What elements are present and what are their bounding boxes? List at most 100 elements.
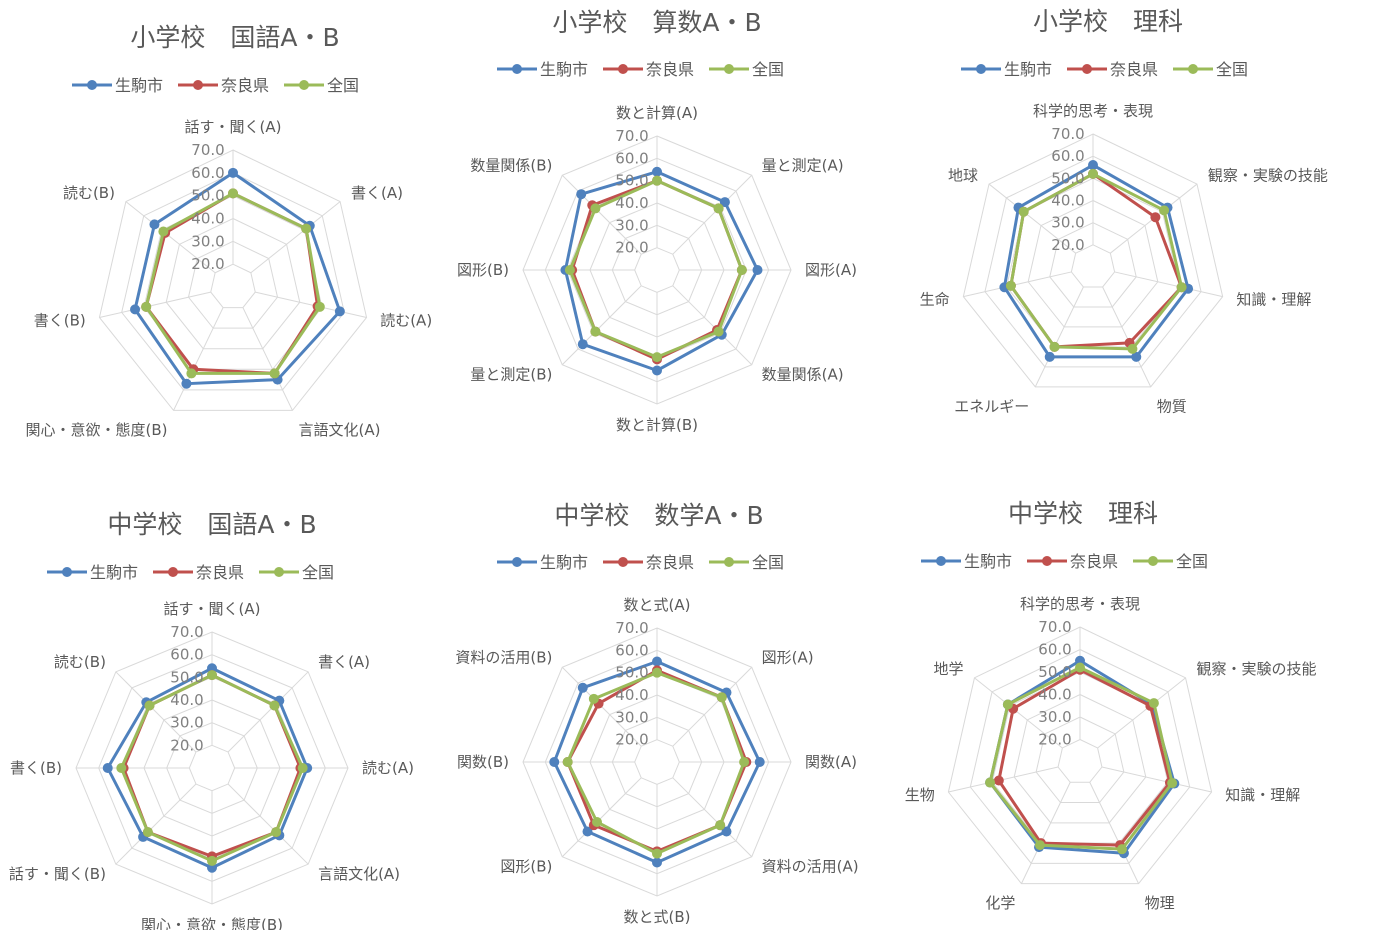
data-point — [269, 368, 280, 379]
tick-label: 60.0 — [191, 164, 224, 182]
axis-spoke — [227, 671, 309, 753]
data-point — [181, 378, 192, 389]
grid-ring — [962, 133, 1224, 388]
radar-chart-2: 小学校 算数A・B 生駒市 奈良県 全国 20.0 30.0 40.0 50.0 60.0 70.… — [457, 8, 857, 434]
data-point — [149, 219, 160, 230]
axis-spoke — [672, 666, 753, 747]
data-point — [186, 368, 197, 379]
data-point — [652, 175, 662, 186]
data-point — [1075, 662, 1085, 673]
data-point — [314, 301, 325, 312]
tick-label: 50.0 — [170, 668, 203, 686]
legend-label: 生駒市 — [540, 553, 588, 572]
data-point — [269, 700, 280, 711]
category-label: 読む(B) — [63, 184, 115, 202]
category-label: 知識・理解 — [1225, 786, 1300, 804]
legend-marker — [193, 80, 203, 90]
axis-spoke — [242, 307, 293, 411]
axis-spoke — [1034, 286, 1084, 388]
category-label: 言語文化(A) — [318, 865, 400, 883]
legend-label: 奈良県 — [196, 563, 244, 582]
data-point — [1018, 206, 1029, 217]
tick-label: 20.0 — [1051, 236, 1084, 254]
grid-ring — [121, 172, 345, 391]
category-label: 話す・聞く(A) — [164, 600, 261, 618]
data-point — [985, 777, 996, 788]
series-生駒市 — [130, 167, 345, 389]
axis-spoke — [974, 677, 1063, 749]
category-label: 科学的思考・表現 — [1020, 595, 1140, 613]
grid-ring — [1013, 693, 1147, 824]
grid-ring — [969, 648, 1191, 864]
data-point — [716, 692, 727, 703]
axis-spoke — [173, 307, 224, 411]
legend-label: 奈良県 — [1110, 60, 1158, 79]
series-line — [1009, 172, 1184, 351]
category-label: 図形(B) — [457, 261, 509, 279]
legend-label: 奈良県 — [646, 60, 694, 79]
axis-spoke — [125, 201, 216, 274]
data-point — [739, 757, 750, 767]
legend-marker — [724, 557, 734, 567]
category-label: 生物 — [905, 786, 935, 804]
data-point — [721, 826, 732, 837]
data-point — [562, 757, 573, 767]
legend-label: 全国 — [1176, 552, 1208, 571]
category-label: 物理 — [1145, 894, 1175, 912]
series-line — [997, 668, 1172, 847]
legend-marker — [618, 64, 628, 74]
radar-chart-1: 小学校 国語A・B 生駒市 奈良県 全国 20.0 30.0 40.0 50.0 60.0 70.… — [25, 23, 432, 439]
data-point — [1088, 160, 1098, 171]
category-label: 量と測定(B) — [470, 366, 552, 384]
category-label: エネルギー — [954, 397, 1029, 415]
category-label: 観察・実験の技能 — [1196, 660, 1316, 678]
data-point — [1167, 778, 1178, 789]
data-point — [576, 189, 587, 200]
data-point — [652, 848, 662, 859]
tick-label: 20.0 — [170, 736, 203, 754]
data-point — [144, 700, 155, 711]
category-label: 関心・意欲・態度(B) — [141, 916, 283, 930]
legend-marker — [1148, 556, 1158, 566]
tick-label: 40.0 — [615, 194, 648, 212]
data-point — [1002, 699, 1013, 710]
data-point — [652, 667, 662, 678]
legend-label: 生駒市 — [90, 563, 138, 582]
tick-label: 30.0 — [1038, 708, 1071, 726]
category-label: 話す・聞く(A) — [185, 118, 282, 136]
data-point — [754, 757, 765, 767]
data-point — [591, 817, 602, 828]
axis-spoke — [1097, 677, 1186, 749]
data-point — [582, 826, 593, 837]
category-label: 資料の活用(B) — [455, 648, 552, 666]
data-point — [297, 763, 308, 773]
chart-title: 小学校 算数A・B — [552, 8, 761, 37]
legend-marker — [976, 64, 986, 74]
axis-spoke — [1102, 286, 1152, 388]
tick-label: 30.0 — [615, 216, 648, 234]
category-label: 生命 — [920, 291, 950, 309]
data-point — [577, 339, 588, 350]
category-label: 書く(B) — [10, 759, 62, 777]
tick-label: 70.0 — [170, 623, 203, 641]
data-point — [207, 670, 217, 681]
legend-label: 全国 — [327, 76, 359, 95]
axis-spoke — [1089, 782, 1140, 884]
axis-spoke — [1114, 271, 1223, 298]
category-label: 関心・意欲・態度(B) — [25, 421, 167, 439]
legend-marker — [936, 556, 946, 566]
tick-label: 70.0 — [1051, 125, 1084, 143]
tick-label: 30.0 — [170, 714, 203, 732]
grid-ring — [947, 626, 1213, 885]
data-point — [228, 167, 238, 178]
data-point — [652, 365, 662, 376]
category-label: 関数(B) — [457, 753, 509, 771]
axis-spoke — [672, 285, 753, 366]
series-全国 — [116, 670, 308, 866]
data-point — [549, 757, 560, 767]
grid-ring — [98, 149, 368, 411]
tick-label: 60.0 — [615, 641, 648, 659]
